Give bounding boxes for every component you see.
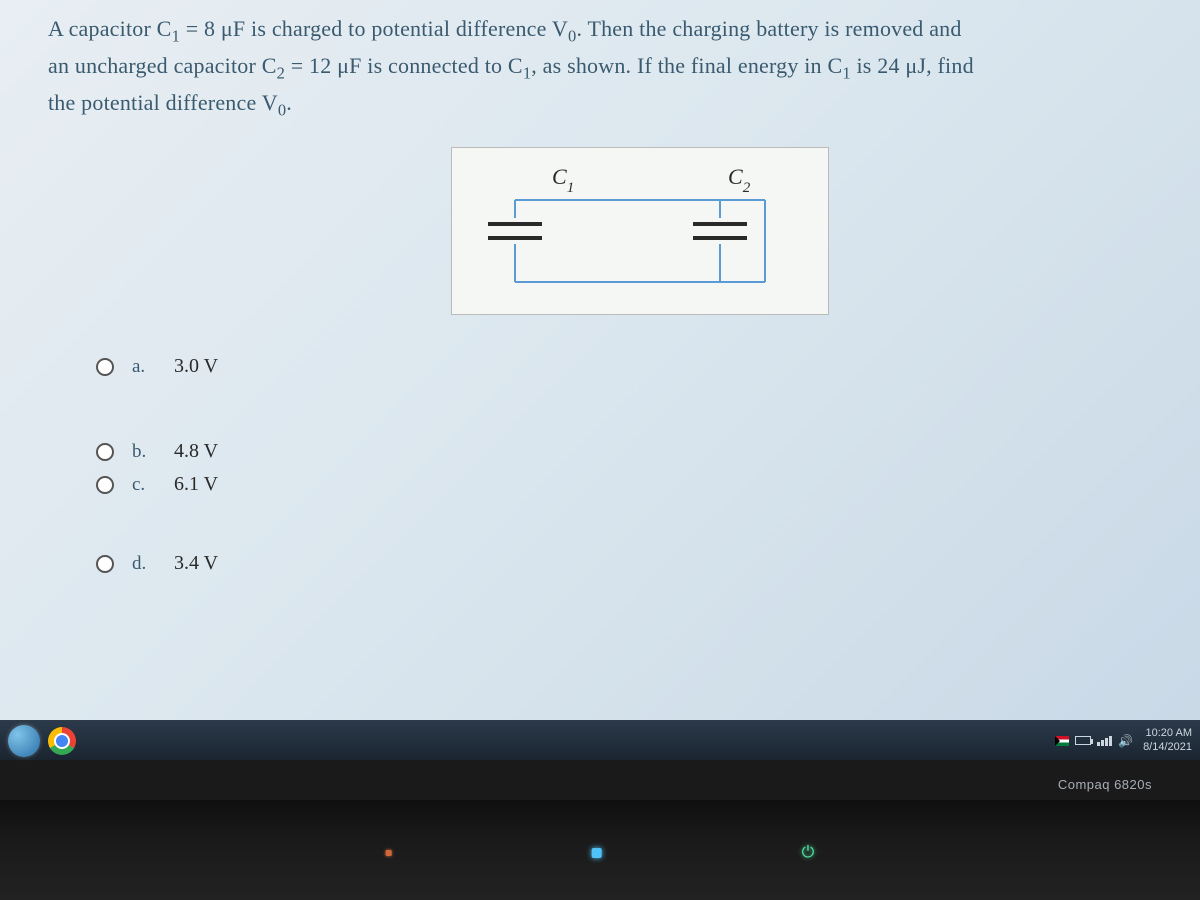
device-brand: Compaq 6820s (1058, 777, 1152, 792)
option-value: 3.4 V (174, 552, 218, 575)
tray-icons: 🔊 (1055, 734, 1133, 748)
q-text: A capacitor C (48, 16, 172, 41)
quiz-screen: A capacitor C1 = 8 μF is charged to pote… (0, 0, 1200, 760)
q-sub: 0 (278, 101, 286, 120)
option-value: 3.0 V (174, 355, 218, 378)
q-text: an uncharged capacitor C (48, 53, 277, 78)
taskbar-left (8, 725, 76, 757)
chrome-icon[interactable] (48, 727, 76, 755)
option-b[interactable]: b. 4.8 V (96, 440, 1152, 463)
date-text: 8/14/2021 (1143, 741, 1192, 754)
q-text: . (286, 90, 292, 115)
radio-icon[interactable] (96, 476, 114, 494)
diagram-container: C1 C2 (48, 147, 1152, 315)
windows-taskbar[interactable]: 🔊 10:20 AM 8/14/2021 (0, 720, 1200, 760)
q-line2: an uncharged capacitor C2 = 12 μF is con… (48, 53, 974, 78)
answer-options: a. 3.0 V b. 4.8 V c. 6.1 V d. 3.4 V (96, 355, 1152, 575)
option-letter: d. (132, 553, 160, 575)
option-value: 6.1 V (174, 473, 218, 496)
system-tray[interactable]: 🔊 10:20 AM 8/14/2021 (1055, 727, 1192, 753)
q-sub: 1 (842, 64, 850, 83)
option-c[interactable]: c. 6.1 V (96, 473, 1152, 496)
radio-icon[interactable] (96, 555, 114, 573)
q-text: = 8 μF is charged to potential differenc… (180, 16, 568, 41)
laptop-base: ⏻ (0, 800, 1200, 900)
option-letter: c. (132, 474, 160, 496)
q-text: , as shown. If the final energy in C (531, 53, 842, 78)
option-d[interactable]: d. 3.4 V (96, 552, 1152, 575)
language-icon[interactable] (1055, 736, 1069, 746)
q-line3: the potential difference V0. (48, 90, 292, 115)
label-c2: C2 (728, 164, 751, 196)
led-icon (592, 848, 602, 858)
q-text: . Then the charging battery is removed a… (576, 16, 961, 41)
q-line1: A capacitor C1 = 8 μF is charged to pote… (48, 16, 962, 41)
start-button[interactable] (8, 725, 40, 757)
wifi-icon[interactable] (1097, 736, 1112, 746)
clock[interactable]: 10:20 AM 8/14/2021 (1143, 727, 1192, 753)
battery-icon[interactable] (1075, 736, 1091, 745)
option-a[interactable]: a. 3.0 V (96, 355, 1152, 378)
q-text: = 12 μF is connected to C (285, 53, 523, 78)
led-icon (386, 850, 392, 856)
time-text: 10:20 AM (1143, 727, 1192, 740)
option-letter: a. (132, 356, 160, 378)
power-icon: ⏻ (802, 844, 815, 862)
q-text: the potential difference V (48, 90, 278, 115)
option-letter: b. (132, 441, 160, 463)
circuit-svg: C1 C2 (480, 164, 800, 294)
q-sub: 1 (172, 26, 180, 45)
radio-icon[interactable] (96, 443, 114, 461)
q-text: is 24 μJ, find (851, 53, 974, 78)
base-leds: ⏻ (386, 844, 815, 862)
radio-icon[interactable] (96, 358, 114, 376)
question-text: A capacitor C1 = 8 μF is charged to pote… (48, 12, 1152, 123)
q-sub: 1 (523, 64, 531, 83)
label-c1: C1 (552, 164, 574, 196)
circuit-diagram: C1 C2 (451, 147, 829, 315)
option-value: 4.8 V (174, 440, 218, 463)
q-sub: 2 (277, 64, 285, 83)
speaker-icon[interactable]: 🔊 (1118, 734, 1133, 748)
